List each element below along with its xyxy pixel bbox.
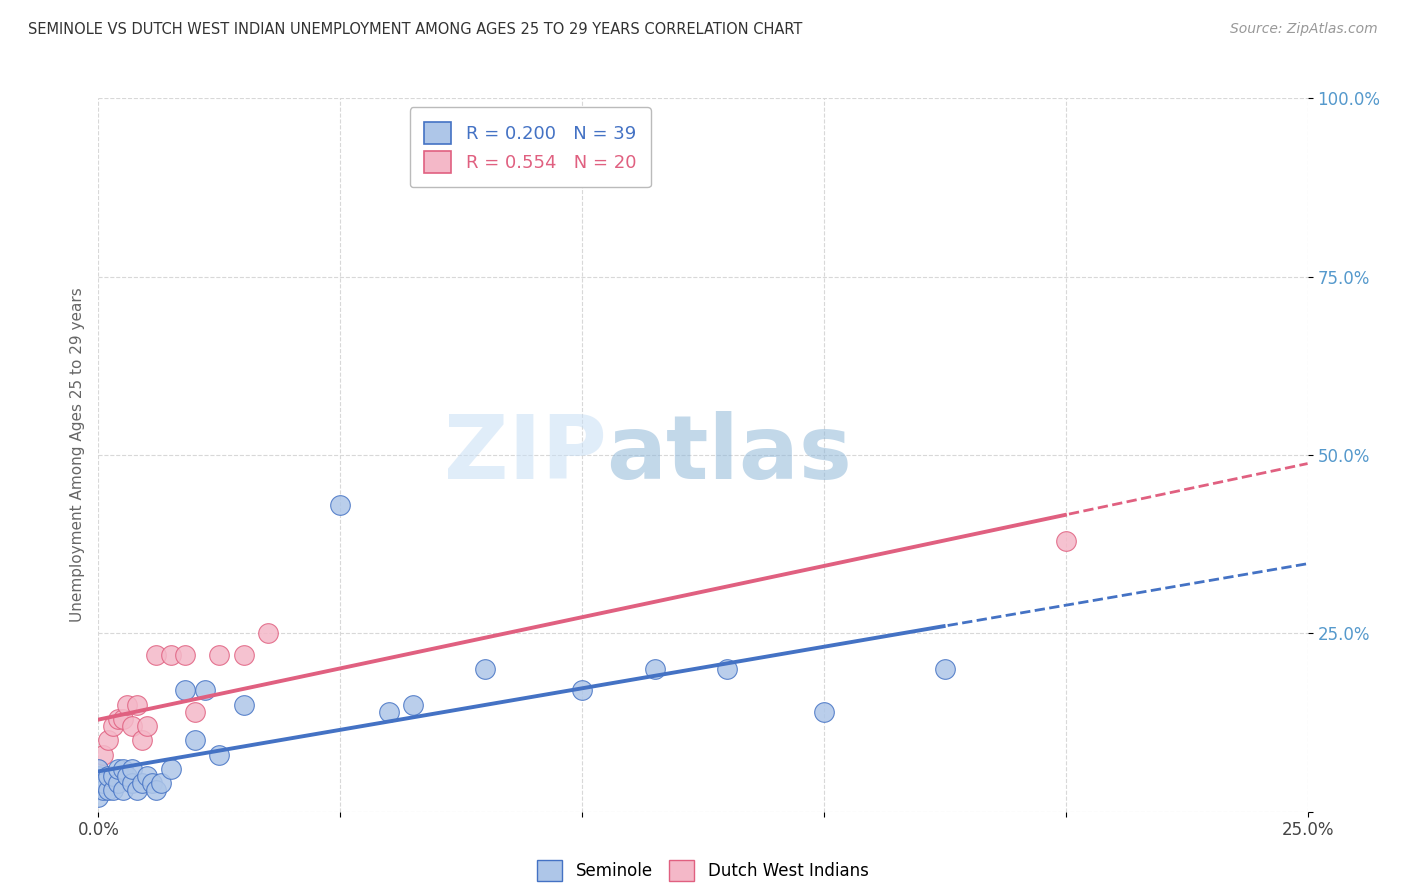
Point	[101, 783, 124, 797]
Point	[87, 776, 110, 790]
Point	[107, 776, 129, 790]
Point	[174, 683, 197, 698]
Point	[402, 698, 425, 712]
Point	[813, 705, 835, 719]
Point	[131, 776, 153, 790]
Point	[232, 648, 254, 662]
Point	[135, 769, 157, 783]
Point	[87, 769, 110, 783]
Point	[107, 762, 129, 776]
Point	[87, 790, 110, 805]
Point	[208, 648, 231, 662]
Point	[121, 776, 143, 790]
Point	[101, 769, 124, 783]
Point	[174, 648, 197, 662]
Point	[184, 705, 207, 719]
Point	[117, 769, 139, 783]
Point	[111, 783, 134, 797]
Point	[208, 747, 231, 762]
Point	[934, 662, 956, 676]
Point	[127, 783, 149, 797]
Point	[97, 769, 120, 783]
Point	[141, 776, 163, 790]
Point	[329, 498, 352, 512]
Point	[160, 648, 183, 662]
Point	[145, 648, 167, 662]
Point	[127, 698, 149, 712]
Point	[150, 776, 173, 790]
Point	[194, 683, 217, 698]
Point	[256, 626, 278, 640]
Point	[97, 783, 120, 797]
Point	[91, 747, 114, 762]
Point	[571, 683, 593, 698]
Point	[131, 733, 153, 747]
Point	[91, 776, 114, 790]
Text: atlas: atlas	[606, 411, 852, 499]
Point	[101, 719, 124, 733]
Point	[87, 780, 110, 794]
Point	[377, 705, 399, 719]
Point	[160, 762, 183, 776]
Text: ZIP: ZIP	[443, 411, 606, 499]
Point	[184, 733, 207, 747]
Point	[121, 762, 143, 776]
Point	[716, 662, 738, 676]
Point	[87, 762, 110, 776]
Point	[1054, 533, 1077, 548]
Point	[135, 719, 157, 733]
Point	[87, 776, 110, 790]
Point	[117, 698, 139, 712]
Point	[232, 698, 254, 712]
Point	[111, 712, 134, 726]
Text: Source: ZipAtlas.com: Source: ZipAtlas.com	[1230, 22, 1378, 37]
Point	[97, 733, 120, 747]
Point	[107, 712, 129, 726]
Point	[474, 662, 496, 676]
Point	[111, 762, 134, 776]
Legend: Seminole, Dutch West Indians: Seminole, Dutch West Indians	[529, 852, 877, 889]
Text: SEMINOLE VS DUTCH WEST INDIAN UNEMPLOYMENT AMONG AGES 25 TO 29 YEARS CORRELATION: SEMINOLE VS DUTCH WEST INDIAN UNEMPLOYME…	[28, 22, 803, 37]
Y-axis label: Unemployment Among Ages 25 to 29 years: Unemployment Among Ages 25 to 29 years	[69, 287, 84, 623]
Point	[91, 783, 114, 797]
Point	[121, 719, 143, 733]
Point	[145, 783, 167, 797]
Point	[644, 662, 666, 676]
Point	[87, 762, 110, 776]
